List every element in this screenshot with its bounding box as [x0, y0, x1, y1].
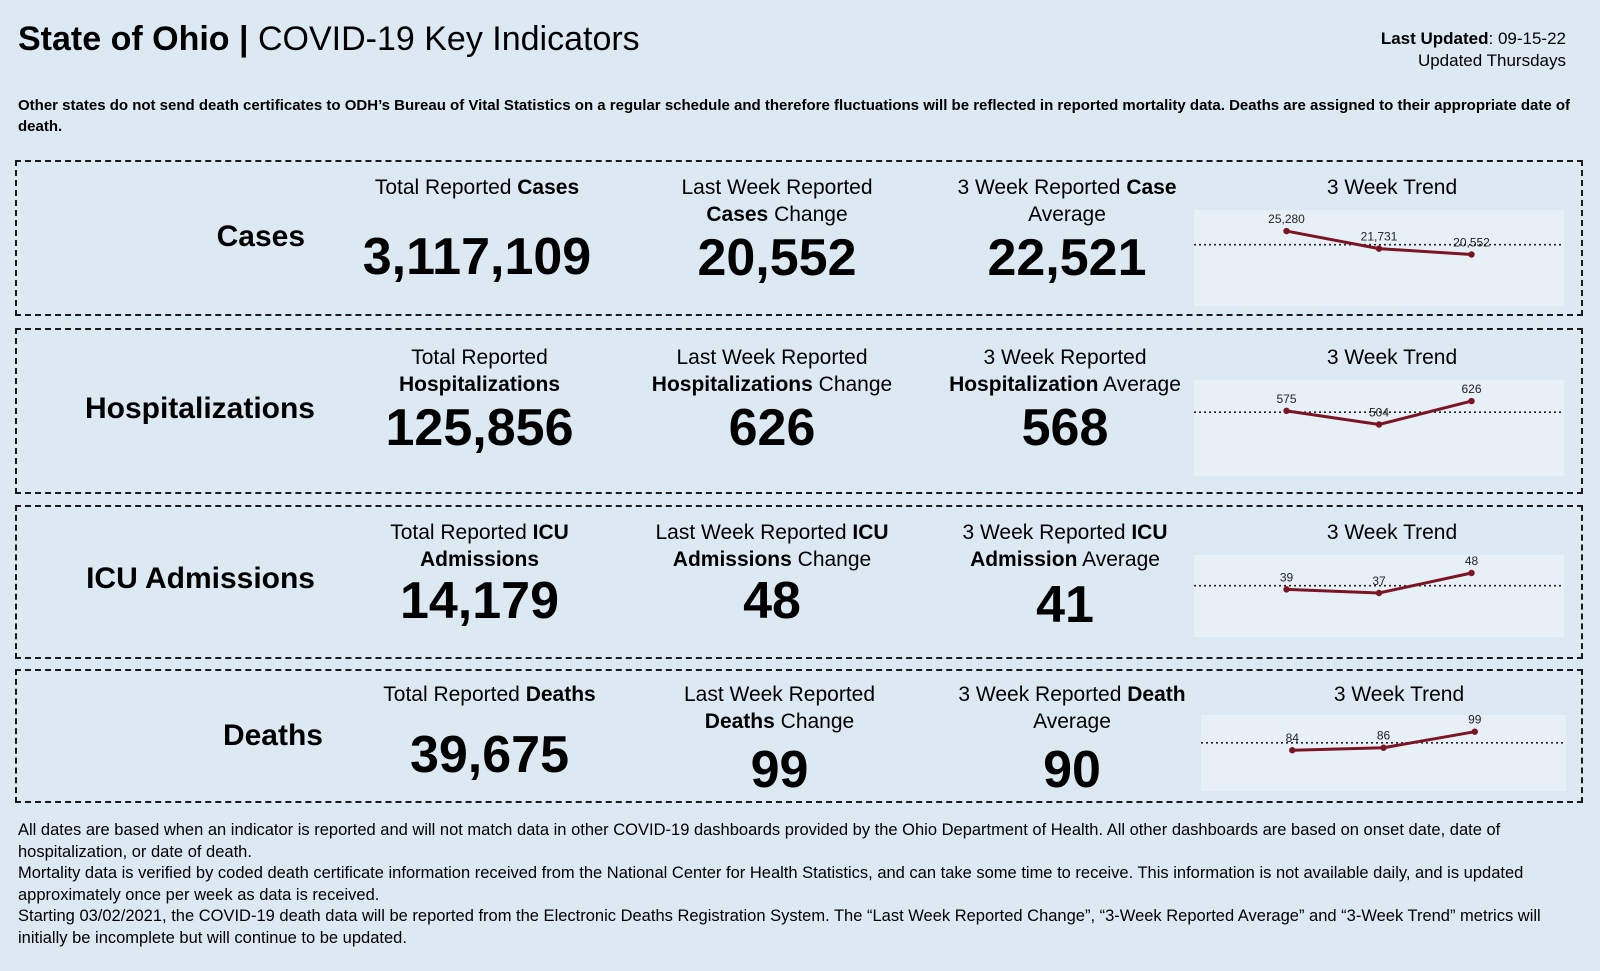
deaths-average-value: 90	[1043, 741, 1101, 799]
metric-label: Total Reported Cases	[374, 176, 580, 199]
cases-trend-chart: 25,280 21,731 20,552	[1194, 210, 1564, 306]
icu-trend-chart: 39 37 48	[1194, 555, 1564, 637]
deaths-trend: 3 Week Trend 84 86 99	[1201, 681, 1584, 801]
total-cases-metric: Total Reported Cases 3,117,109	[317, 174, 637, 287]
row-label-hospitalizations: Hospitalizations	[84, 392, 315, 425]
trend-point	[1289, 747, 1296, 754]
weekly-cases-change-value: 20,552	[697, 229, 857, 287]
trend-point	[1283, 227, 1290, 235]
hospitalizations-average-metric: 3 Week Reported Hospitalization Average 5…	[915, 344, 1215, 458]
mortality-notice: Other states do not send death certifica…	[18, 97, 1571, 135]
last-updated-value: : 09-15-22	[1488, 29, 1567, 48]
trend-data-label: 39	[1280, 570, 1294, 584]
icu-trend: 3 Week Trend 39 37 48	[1194, 519, 1577, 659]
trend-data-label: 20,552	[1453, 235, 1490, 249]
hospitalizations-panel: Hospitalizations Total Reported Hospitali…	[15, 328, 1583, 494]
trend-point	[1375, 421, 1383, 428]
trend-data-label: 626	[1461, 382, 1481, 396]
trend-data-label: 99	[1468, 715, 1482, 727]
row-label-deaths: Deaths	[222, 719, 323, 752]
cases-average-metric: 3 Week Reported Case Average 22,521	[917, 174, 1217, 288]
deaths-panel: Deaths Total Reported Deaths 39,675 Last…	[15, 669, 1583, 803]
weekly-hospitalizations-change-value: 626	[728, 399, 816, 457]
metric-label: 3 Week Reported Death Average	[958, 683, 1186, 733]
total-deaths-value: 39,675	[409, 726, 570, 784]
trend-point	[1468, 569, 1475, 577]
trend-point	[1468, 397, 1475, 405]
deaths-average-metric: 3 Week Reported Death Average 90	[922, 681, 1222, 800]
footer-note: Mortality data is verified by coded deat…	[18, 864, 1524, 904]
total-deaths-metric: Total Reported Deaths 39,675	[327, 681, 652, 785]
metric-label: Total Reported Deaths	[383, 683, 596, 706]
total-cases-value: 3,117,109	[362, 228, 592, 286]
total-icu-value: 14,179	[399, 572, 560, 630]
trend-data-label: 25,280	[1268, 212, 1305, 226]
trend-point	[1283, 586, 1290, 593]
cases-average-value: 22,521	[987, 229, 1147, 287]
metric-label: Total Reported Hospitalizations	[398, 346, 561, 396]
trend-point	[1375, 245, 1383, 252]
last-updated-label: Last Updated	[1380, 29, 1489, 48]
trend-point	[1375, 589, 1383, 597]
icu-average-metric: 3 Week Reported ICU Admission Average 41	[915, 519, 1215, 635]
trend-point	[1471, 728, 1478, 735]
trend-title: 3 Week Trend	[1326, 521, 1458, 544]
trend-data-label: 48	[1465, 555, 1479, 568]
icu-panel: ICU Admissions Total Reported ICU Admissi…	[15, 505, 1583, 659]
footer-note: Starting 03/02/2021, the COVID-19 death …	[18, 907, 1541, 947]
hospitalizations-trend-chart: 575 504 626	[1194, 380, 1564, 476]
weekly-deaths-change-metric: Last Week Reported Deaths Change 99	[627, 681, 932, 800]
metric-label: Total Reported ICU Admissions	[390, 521, 569, 571]
trend-data-label: 575	[1276, 392, 1296, 406]
trend-title: 3 Week Trend	[1326, 176, 1458, 199]
metric-label: Last Week Reported Cases Change	[681, 176, 873, 226]
metric-label: Last Week Reported Deaths Change	[683, 683, 876, 733]
hospitalizations-average-value: 568	[1021, 399, 1109, 457]
trend-data-label: 37	[1372, 574, 1386, 588]
weekly-icu-change-value: 48	[743, 572, 801, 630]
state-name: State of Ohio |	[18, 20, 249, 58]
metric-label: 3 Week Reported ICU Admission Average	[962, 521, 1168, 571]
trend-point	[1380, 744, 1387, 751]
cases-panel: Cases Total Reported Cases 3,117,109 Las…	[15, 160, 1583, 316]
page-title: State of Ohio | COVID-19 Key Indicators	[18, 20, 640, 59]
trend-data-label: 21,731	[1361, 230, 1398, 244]
hospitalizations-trend: 3 Week Trend 575 504 626	[1194, 344, 1577, 484]
row-label-icu: ICU Admissions	[86, 562, 315, 595]
trend-title: 3 Week Trend	[1333, 683, 1465, 706]
trend-point	[1283, 407, 1290, 415]
trend-data-label: 504	[1369, 405, 1389, 419]
total-icu-metric: Total Reported ICU Admissions 14,179	[317, 519, 642, 631]
metric-label: Last Week Reported ICU Admissions Change	[655, 521, 889, 571]
trend-title: 3 Week Trend	[1326, 346, 1458, 369]
weekly-hospitalizations-change-metric: Last Week Reported Hospitalizations Chang…	[617, 344, 927, 458]
footer-notes: All dates are based when an indicator is…	[18, 820, 1583, 949]
metric-label: 3 Week Reported Case Average	[957, 176, 1177, 226]
weekly-icu-change-metric: Last Week Reported ICU Admissions Change …	[617, 519, 927, 631]
trend-point	[1468, 251, 1475, 258]
dashboard-title: COVID-19 Key Indicators	[257, 20, 640, 58]
trend-data-label: 84	[1286, 731, 1300, 745]
deaths-trend-chart: 84 86 99	[1201, 715, 1566, 791]
total-hospitalizations-metric: Total Reported Hospitalizations 125,856	[317, 344, 642, 458]
trend-data-label: 86	[1377, 729, 1391, 743]
last-updated-info: Last Updated: 09-15-22 Updated Thursdays	[1381, 28, 1566, 72]
weekly-deaths-change-value: 99	[750, 741, 809, 799]
cases-trend: 3 Week Trend 25,280 21,731 20,552	[1194, 174, 1577, 314]
row-label-cases: Cases	[216, 220, 305, 253]
update-frequency: Updated Thursdays	[1417, 51, 1566, 70]
icu-average-value: 41	[1036, 576, 1094, 634]
weekly-cases-change-metric: Last Week Reported Cases Change 20,552	[627, 174, 927, 288]
footer-note: All dates are based when an indicator is…	[18, 821, 1501, 861]
metric-label: Last Week Reported Hospitalizations Chang…	[651, 346, 893, 396]
metric-label: 3 Week Reported Hospitalization Average	[949, 346, 1181, 396]
total-hospitalizations-value: 125,856	[385, 399, 574, 457]
